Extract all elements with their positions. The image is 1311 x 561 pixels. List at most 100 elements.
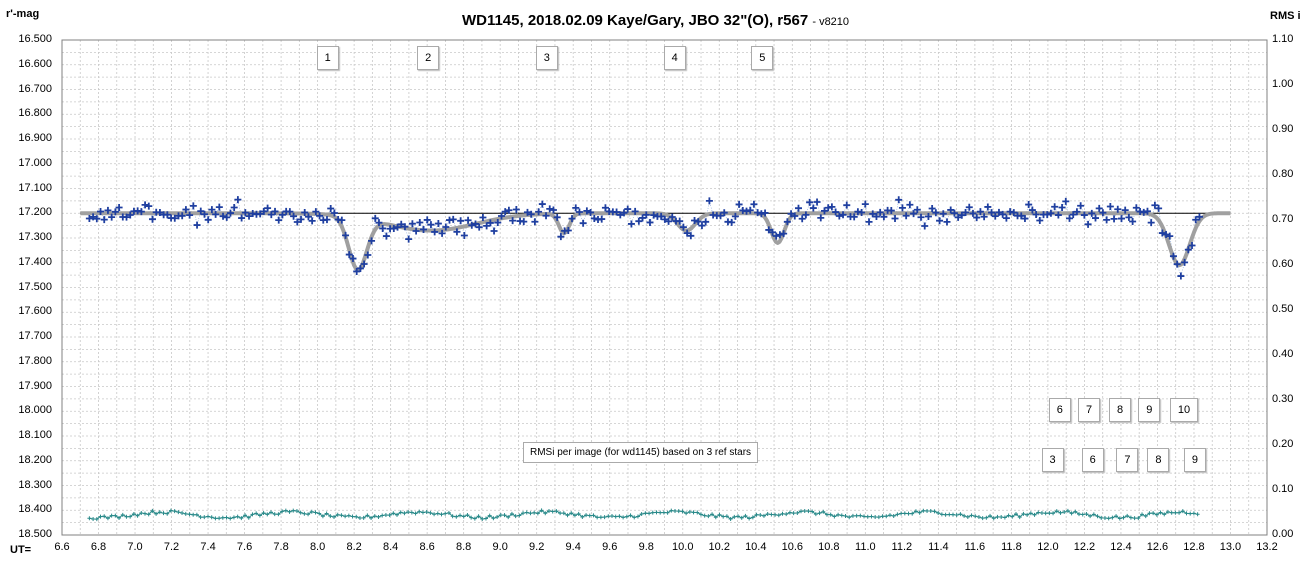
rms-point bbox=[736, 514, 741, 519]
rms-point bbox=[799, 509, 804, 514]
data-point bbox=[1091, 214, 1099, 222]
rms-point bbox=[691, 510, 696, 515]
y-left-tick-label: 18.200 bbox=[18, 453, 52, 466]
data-point bbox=[1073, 208, 1081, 216]
data-point bbox=[1017, 212, 1025, 220]
rms-point bbox=[202, 515, 207, 520]
data-point bbox=[108, 213, 116, 221]
rms-point bbox=[424, 509, 429, 514]
rms-point bbox=[1184, 511, 1189, 516]
rms-point bbox=[665, 510, 670, 515]
rms-point bbox=[506, 515, 511, 520]
rms-point bbox=[899, 511, 904, 516]
data-point bbox=[212, 210, 220, 218]
rms-point bbox=[1117, 516, 1122, 521]
rms-point bbox=[1047, 511, 1052, 516]
rms-point bbox=[1028, 511, 1033, 516]
data-point bbox=[691, 216, 699, 224]
rms-point bbox=[865, 514, 870, 519]
x-tick-label: 9.6 bbox=[602, 541, 618, 553]
data-point bbox=[189, 202, 197, 210]
rms-point bbox=[1077, 512, 1082, 517]
rms-point bbox=[294, 508, 299, 513]
data-point bbox=[642, 211, 650, 219]
rms-point bbox=[291, 508, 296, 513]
data-point bbox=[798, 215, 806, 223]
rms-point bbox=[513, 514, 518, 519]
data-point bbox=[483, 222, 491, 230]
rms-point bbox=[298, 510, 303, 515]
rms-point bbox=[1114, 514, 1119, 519]
rms-point bbox=[124, 514, 129, 519]
rms-point bbox=[469, 515, 474, 520]
rms-point bbox=[702, 513, 707, 518]
rms-point bbox=[139, 510, 144, 515]
rms-point bbox=[584, 513, 589, 518]
rms-point bbox=[617, 514, 622, 519]
data-point bbox=[746, 206, 754, 214]
rms-point bbox=[383, 513, 388, 518]
rms-point bbox=[721, 514, 726, 519]
rms-point bbox=[1169, 510, 1174, 515]
data-point bbox=[538, 200, 546, 208]
data-point bbox=[564, 226, 572, 234]
rms-point bbox=[435, 511, 440, 516]
rms-point bbox=[687, 509, 692, 514]
rms-point bbox=[1058, 510, 1063, 515]
data-point bbox=[650, 211, 658, 219]
data-point bbox=[1084, 220, 1092, 228]
chart-title: WD1145, 2018.02.09 Kaye/Gary, JBO 32"(O)… bbox=[0, 12, 1311, 29]
data-point bbox=[327, 204, 335, 212]
data-point bbox=[312, 208, 320, 216]
rms-point bbox=[1110, 515, 1115, 520]
data-point bbox=[731, 212, 739, 220]
data-point bbox=[620, 209, 628, 217]
rms-point bbox=[528, 511, 533, 516]
rms-point bbox=[676, 509, 681, 514]
rms-point bbox=[817, 511, 822, 516]
rms-point bbox=[343, 514, 348, 519]
rms-point bbox=[565, 513, 570, 518]
rms-point bbox=[754, 512, 759, 517]
data-point bbox=[549, 206, 557, 214]
data-point bbox=[861, 200, 869, 208]
rms-point bbox=[157, 510, 162, 515]
rms-point bbox=[472, 516, 477, 521]
data-point bbox=[872, 213, 880, 221]
data-point bbox=[278, 211, 286, 219]
rms-point bbox=[1021, 511, 1026, 516]
data-point bbox=[553, 213, 561, 221]
rms-point bbox=[1065, 508, 1070, 513]
data-point bbox=[208, 206, 216, 214]
y-left-tick-label: 17.900 bbox=[18, 379, 52, 392]
rms-point bbox=[491, 516, 496, 521]
rms-point bbox=[276, 512, 281, 517]
rms-point bbox=[958, 512, 963, 517]
rms-point bbox=[265, 512, 270, 517]
data-point bbox=[850, 213, 858, 221]
y-right-tick-label: 0.80 bbox=[1272, 168, 1294, 180]
data-point bbox=[408, 220, 416, 228]
rms-point bbox=[1191, 511, 1196, 516]
rms-point bbox=[161, 511, 166, 516]
rms-point bbox=[824, 512, 829, 517]
x-tick-label: 9.4 bbox=[565, 541, 581, 553]
data-point bbox=[995, 208, 1003, 216]
data-point bbox=[527, 210, 535, 218]
rms-point bbox=[209, 515, 214, 520]
data-point bbox=[843, 201, 851, 209]
rms-point bbox=[324, 511, 329, 516]
rms-point bbox=[873, 514, 878, 519]
data-point bbox=[598, 215, 606, 223]
data-point bbox=[368, 237, 376, 245]
data-point bbox=[420, 225, 428, 233]
rms-point bbox=[365, 513, 370, 518]
upper-marker-label: 6 bbox=[1048, 398, 1071, 422]
rms-point bbox=[902, 511, 907, 516]
x-tick-label: 11.6 bbox=[964, 541, 986, 553]
data-point bbox=[921, 222, 929, 230]
x-tick-label: 12.8 bbox=[1183, 541, 1205, 553]
rms-point bbox=[973, 514, 978, 519]
rms-point bbox=[94, 517, 99, 522]
data-point bbox=[293, 218, 301, 226]
